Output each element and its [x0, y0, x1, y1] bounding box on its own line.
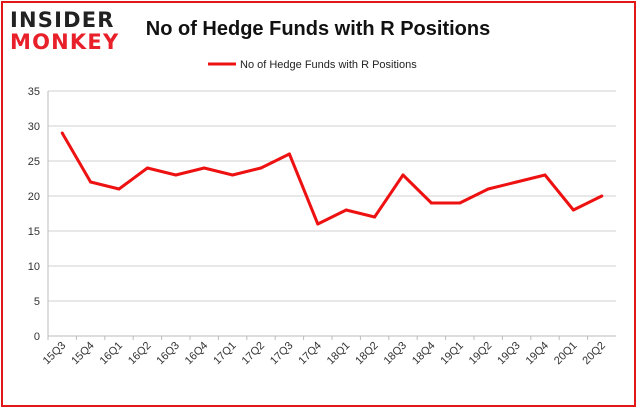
chart-title: No of Hedge Funds with R Positions [146, 18, 490, 40]
x-tick-label: 20Q1 [552, 340, 580, 368]
logo-text-bottom: MONKEY [10, 30, 119, 54]
x-tick-label: 17Q2 [240, 340, 268, 368]
y-tick-labels: 0 5 10 15 20 25 30 35 [28, 86, 40, 343]
x-tick-label: 15Q3 [41, 340, 69, 368]
x-tick-label: 18Q3 [382, 340, 410, 368]
data-point [543, 173, 547, 177]
data-point [89, 180, 93, 184]
x-tick-label: 17Q1 [211, 340, 239, 368]
y-tick-label: 10 [28, 261, 40, 273]
grid-lines [48, 90, 616, 302]
y-tick-label: 20 [28, 191, 40, 203]
x-tick-label: 19Q2 [467, 340, 495, 368]
data-point [515, 180, 519, 184]
x-tick-label: 17Q3 [268, 340, 296, 368]
logo-text-top: INSIDER [10, 8, 115, 32]
data-point [571, 208, 575, 212]
x-tick-label: 18Q4 [410, 340, 438, 368]
series-line [60, 132, 603, 226]
x-tick-label: 16Q4 [183, 340, 211, 368]
data-point [145, 166, 149, 170]
data-point [117, 187, 121, 191]
data-point [429, 201, 433, 205]
insider-monkey-logo: INSIDER MONKEY [10, 8, 119, 54]
x-tick-label: 16Q3 [154, 340, 182, 368]
x-tick-label: 18Q2 [353, 340, 381, 368]
legend-label: No of Hedge Funds with R Positions [240, 59, 417, 71]
data-point [60, 131, 64, 135]
x-tick-label: 19Q1 [438, 340, 466, 368]
x-tick-label: 17Q4 [296, 340, 324, 368]
y-tick-label: 35 [28, 86, 40, 98]
series [60, 131, 604, 226]
data-point [401, 173, 405, 177]
data-point [231, 173, 235, 177]
x-tick-label: 19Q3 [495, 340, 523, 368]
data-point [316, 222, 320, 226]
data-point [486, 187, 490, 191]
data-point [344, 208, 348, 212]
data-point [202, 166, 206, 170]
y-tick-label: 15 [28, 226, 40, 238]
data-point [458, 201, 462, 205]
y-tick-label: 25 [28, 156, 40, 168]
y-tick-label: 0 [34, 331, 40, 343]
x-tick-labels: 15Q3 15Q4 16Q1 16Q2 16Q3 16Q4 17Q1 17Q2 17Q3 17Q4… [41, 336, 608, 367]
x-tick-label: 16Q1 [98, 340, 126, 368]
y-tick-label: 30 [28, 121, 40, 133]
plot-area [48, 91, 616, 336]
data-point [373, 215, 377, 219]
x-tick-label: 20Q2 [580, 340, 608, 368]
data-point [287, 152, 291, 156]
x-tick-label: 16Q2 [126, 340, 154, 368]
legend: No of Hedge Funds with R Positions [208, 59, 417, 71]
x-tick-label: 18Q1 [325, 340, 353, 368]
axes [47, 91, 616, 337]
data-point [174, 173, 178, 177]
data-point [259, 166, 263, 170]
x-tick-label: 15Q4 [69, 340, 97, 368]
y-tick-label: 5 [34, 296, 40, 308]
x-tick-label: 19Q4 [524, 340, 552, 368]
data-point [600, 194, 604, 198]
